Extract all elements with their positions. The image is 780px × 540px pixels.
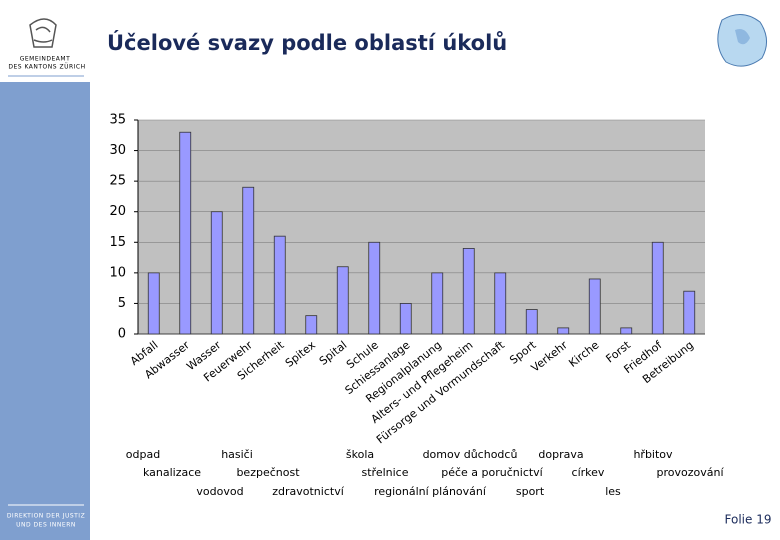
translation-label: bezpečnost [236, 466, 300, 479]
translation-label: regionální plánování [374, 485, 487, 498]
bar [462, 247, 475, 335]
translation-label: domov důchodců [423, 448, 518, 461]
bar [336, 266, 349, 335]
bar [242, 186, 255, 335]
y-tick-label: 10 [109, 265, 126, 280]
bar [399, 303, 412, 335]
bar [494, 272, 507, 335]
translation-label: odpad [126, 448, 160, 461]
logo-area [0, 0, 90, 82]
y-tick-label: 5 [118, 296, 126, 311]
bar [620, 327, 633, 335]
bar [210, 211, 223, 335]
bar [147, 272, 160, 335]
bar [588, 278, 601, 335]
translation-label: sport [516, 485, 545, 498]
translation-label: církev [572, 466, 605, 479]
map-icon [717, 14, 767, 67]
y-tick-label: 0 [118, 327, 126, 342]
y-tick-label: 15 [109, 235, 126, 250]
bar [305, 315, 318, 335]
translation-label: péče a poručnictví [441, 466, 543, 479]
bar [651, 241, 664, 335]
translation-label: hasiči [221, 448, 253, 461]
sidebar [0, 0, 90, 540]
org-line: GEMEINDEAMT [20, 56, 71, 63]
translation-label: zdravotnictví [272, 485, 344, 498]
translation-label: kanalizace [143, 466, 201, 479]
y-tick-label: 25 [109, 174, 126, 189]
bar [557, 327, 570, 335]
y-tick-label: 30 [109, 143, 126, 158]
translation-label: les [605, 485, 621, 498]
dept-line: UND DES INNERN [16, 522, 76, 529]
y-tick-label: 20 [109, 204, 126, 219]
slide-title: Účelové svazy podle oblastí úkolů [107, 30, 507, 55]
org-line: DES KANTONS ZÜRICH [8, 64, 85, 71]
plot-area [138, 120, 705, 334]
translation-label: škola [346, 448, 374, 461]
translation-label: doprava [538, 448, 583, 461]
translation-label: provozování [656, 466, 724, 479]
translation-label: vodovod [196, 485, 243, 498]
y-tick-label: 35 [109, 113, 126, 128]
bar [431, 272, 444, 335]
logo [29, 18, 57, 48]
slide-number: Folie 19 [725, 513, 772, 527]
translation-label: střelnice [362, 466, 409, 479]
bar [525, 309, 538, 335]
bar [368, 241, 381, 335]
bar [273, 235, 286, 335]
translation-label: hřbitov [633, 448, 673, 461]
bar [179, 131, 192, 335]
bar [683, 290, 696, 335]
dept-line: DIREKTION DER JUSTIZ [7, 513, 85, 520]
